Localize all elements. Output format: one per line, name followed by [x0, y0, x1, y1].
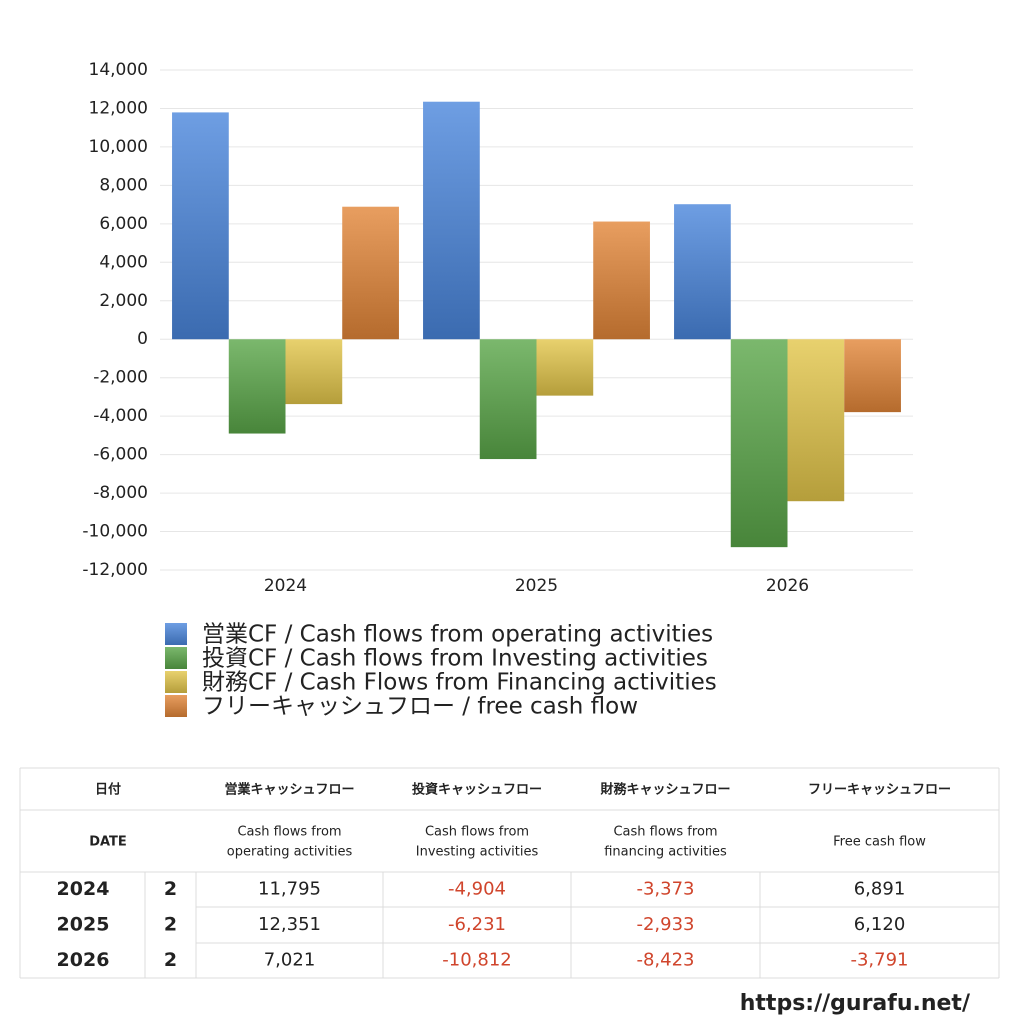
y-tick-label: 0	[137, 329, 148, 349]
subheader-cell: Free cash flow	[833, 835, 926, 850]
value-cell: 11,795	[258, 879, 321, 900]
subheader-cell: Cash flows from	[425, 825, 529, 840]
row-label: 2	[164, 949, 177, 971]
x-tick-label: 2026	[766, 576, 809, 596]
y-tick-label: -2,000	[93, 368, 148, 388]
subheader-cell: operating activities	[227, 845, 353, 860]
row-label: 2	[164, 914, 177, 936]
bar	[342, 206, 399, 340]
legend-swatch	[165, 647, 187, 669]
value-cell: -6,231	[448, 914, 506, 935]
header-cell: 営業キャッシュフロー	[224, 782, 354, 798]
value-cell: -10,812	[442, 950, 511, 971]
value-cell: 6,120	[854, 914, 906, 935]
bar	[787, 339, 845, 502]
subheader-cell: Investing activities	[416, 845, 539, 860]
y-tick-label: 6,000	[99, 214, 148, 234]
value-cell: 6,891	[854, 879, 906, 900]
value-cell: -3,373	[636, 879, 694, 900]
legend-swatch	[165, 671, 187, 693]
y-tick-label: 8,000	[99, 175, 148, 195]
header-cell: 日付	[95, 782, 121, 798]
value-cell: -4,904	[448, 879, 506, 900]
bar	[593, 221, 650, 340]
y-tick-label: -4,000	[93, 406, 148, 426]
legend-label: 財務CF / Cash Flows from Financing activit…	[202, 670, 717, 696]
bar	[285, 339, 343, 405]
bar	[479, 339, 537, 460]
bar	[228, 339, 286, 434]
value-cell: 12,351	[258, 914, 321, 935]
y-tick-label: 4,000	[99, 252, 148, 272]
y-tick-label: -12,000	[82, 560, 148, 580]
legend-label: 投資CF / Cash flows from Investing activit…	[202, 646, 708, 672]
legend-label: 営業CF / Cash flows from operating activit…	[202, 622, 713, 648]
row-label: 2	[164, 878, 177, 900]
site-url: https://gurafu.net/	[740, 991, 971, 1016]
y-tick-label: -8,000	[93, 483, 148, 503]
subheader-cell: Cash flows from	[613, 825, 717, 840]
value-cell: -2,933	[636, 914, 694, 935]
value-cell: -8,423	[636, 950, 694, 971]
bar	[844, 339, 901, 413]
value-cell: 7,021	[264, 950, 316, 971]
legend-label: フリーキャッシュフロー / free cash flow	[202, 694, 638, 720]
bar	[674, 204, 731, 340]
row-label: 2026	[57, 949, 110, 971]
row-label: 2025	[57, 914, 110, 936]
bar	[536, 339, 594, 396]
y-tick-label: 10,000	[89, 137, 148, 157]
value-cell: -3,791	[850, 950, 908, 971]
subheader-cell: Cash flows from	[237, 825, 341, 840]
y-tick-label: -10,000	[82, 522, 148, 542]
x-tick-label: 2025	[515, 576, 558, 596]
y-tick-label: 14,000	[89, 60, 148, 80]
bar	[172, 112, 229, 340]
x-tick-label: 2024	[264, 576, 307, 596]
row-label: 2024	[57, 878, 110, 900]
subheader-cell: financing activities	[604, 845, 727, 860]
y-tick-label: 2,000	[99, 291, 148, 311]
header-cell: フリーキャッシュフロー	[808, 783, 951, 798]
header-cell: 投資キャッシュフロー	[412, 782, 542, 798]
bar	[423, 101, 480, 340]
legend-swatch	[165, 695, 187, 717]
subheader-cell: DATE	[89, 835, 127, 850]
legend-swatch	[165, 623, 187, 645]
bar	[730, 339, 788, 548]
y-tick-label: 12,000	[89, 98, 148, 118]
y-tick-label: -6,000	[93, 445, 148, 465]
header-cell: 財務キャッシュフロー	[599, 782, 730, 798]
